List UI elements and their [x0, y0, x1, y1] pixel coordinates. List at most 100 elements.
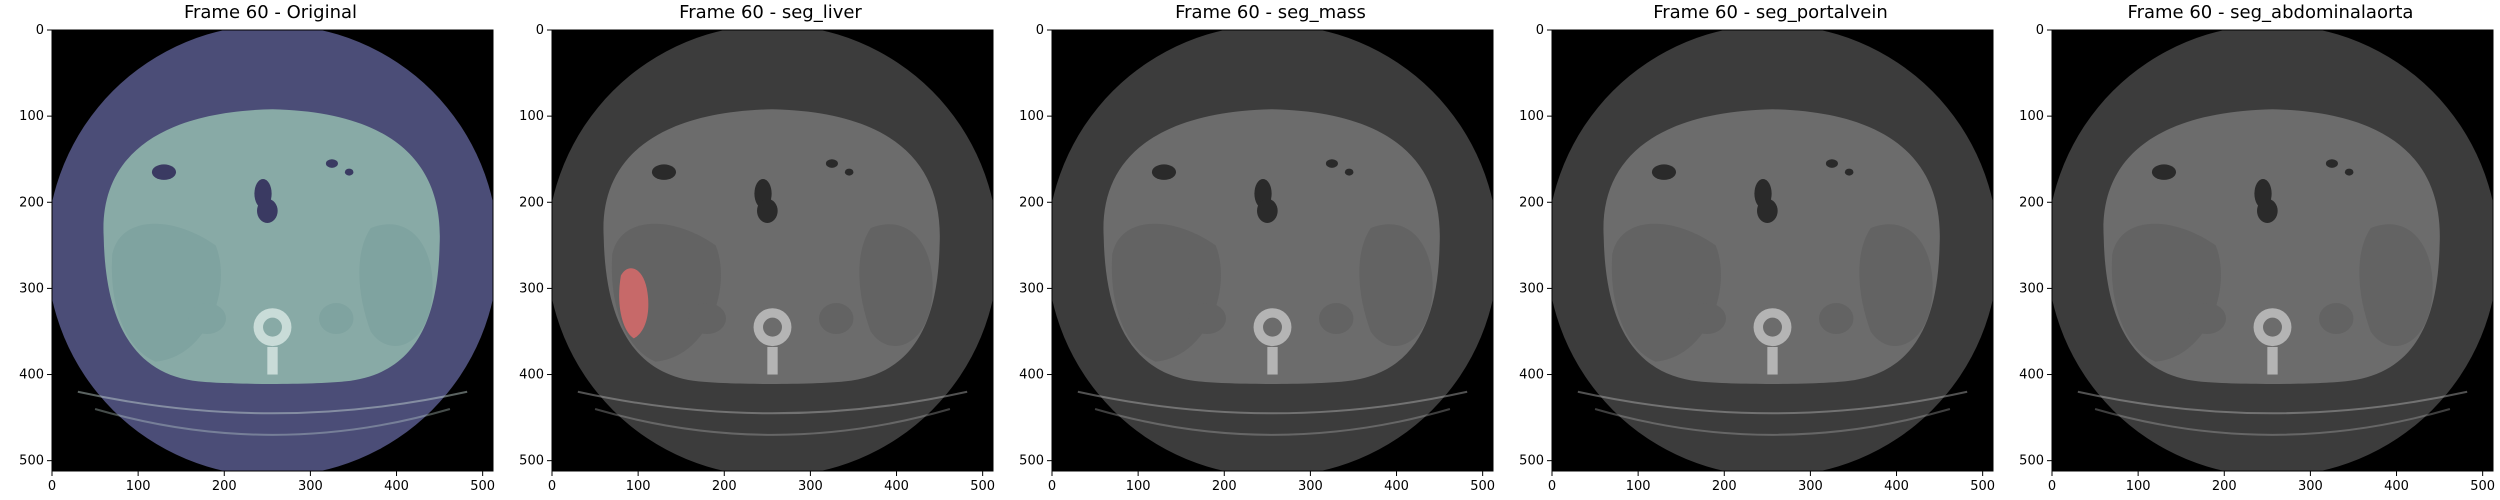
gas-pocket [151, 164, 177, 180]
kidney [188, 303, 226, 335]
y-tick-label: 300 [1519, 281, 1544, 296]
panel-title: Frame 60 - seg_liver [679, 2, 862, 23]
gas-pocket [1151, 164, 1177, 180]
kidney [819, 303, 854, 335]
y-tick-label: 400 [519, 368, 544, 383]
x-tick-label: 300 [1298, 479, 1323, 494]
gas-pocket [1344, 168, 1354, 176]
y-tick-label: 0 [536, 23, 544, 38]
y-tick-label: 100 [1019, 109, 1044, 124]
y-tick-label: 100 [19, 109, 44, 124]
gas-pocket [1844, 168, 1854, 176]
x-tick-label: 200 [1712, 479, 1737, 494]
x-tick-label: 500 [970, 479, 995, 494]
x-tick-label: 0 [1548, 479, 1556, 494]
x-tick-label: 0 [48, 479, 56, 494]
ct-slice-axes: 0 100 200 300 400 500 0 100 200 300 400 500 [19, 23, 495, 494]
x-tick-label: 300 [298, 479, 323, 494]
gas-pocket [1651, 164, 1677, 180]
y-tick-label: 200 [519, 195, 544, 210]
gas-pocket [2344, 168, 2354, 176]
panel-title: Frame 60 - seg_portalvein [1653, 2, 1888, 23]
gas-pocket [2325, 159, 2338, 168]
y-tick-label: 100 [519, 109, 544, 124]
spleen-region [1359, 224, 1433, 346]
gas-pocket [256, 198, 278, 223]
gas-pocket [651, 164, 677, 180]
vertebra-core [1763, 317, 1782, 337]
x-tick-label: 200 [212, 479, 237, 494]
spleen-region [859, 224, 933, 346]
kidney [2319, 303, 2354, 335]
spinous-process [2267, 346, 2278, 375]
panel-original: Frame 60 - Original 0 100 200 300 400 500 0 100… [0, 0, 500, 500]
axes-frame [1051, 29, 1494, 472]
panel-seg-portalvein: Frame 60 - seg_portalvein 0 100 200 300 400 5… [1500, 0, 2000, 500]
x-tick-label: 100 [626, 479, 651, 494]
ct-image [1552, 30, 1993, 471]
y-tick-label: 400 [19, 368, 44, 383]
table-arc [2077, 390, 2468, 415]
axes-frame [51, 29, 494, 472]
ct-image [552, 30, 993, 471]
kidney [688, 303, 726, 335]
y-tick-label: 300 [1019, 281, 1044, 296]
x-tick-label: 500 [470, 479, 495, 494]
gas-pocket [756, 198, 778, 223]
gas-pocket [325, 159, 338, 168]
spinous-process [767, 346, 778, 375]
y-tick-label: 500 [2019, 454, 2044, 469]
vertebra-core [763, 317, 782, 337]
x-tick-label: 500 [1970, 479, 1995, 494]
y-tick-label: 200 [1019, 195, 1044, 210]
y-tick-label: 300 [519, 281, 544, 296]
kidney [2188, 303, 2226, 335]
y-tick-label: 500 [1519, 454, 1544, 469]
ct-slice-axes: 0 100 200 300 400 500 0 100 200 300 400 500 [2019, 23, 2495, 494]
y-tick-label: 0 [36, 23, 44, 38]
gas-pocket [844, 168, 854, 176]
kidney [319, 303, 354, 335]
kidney [1188, 303, 1226, 335]
x-tick-label: 200 [2212, 479, 2237, 494]
y-tick-label: 0 [1536, 23, 1544, 38]
x-tick-label: 500 [2470, 479, 2495, 494]
panel-title: Frame 60 - Original [183, 2, 358, 23]
y-tick-label: 400 [1519, 368, 1544, 383]
vertebra-core [263, 317, 282, 337]
panel-title: Frame 60 - seg_abdominalaorta [2127, 2, 2414, 23]
table-arc [594, 408, 951, 436]
panel-seg-mass: Frame 60 - seg_mass 0 100 200 300 400 500 0 100… [1000, 0, 1500, 500]
x-tick-label: 300 [1798, 479, 1823, 494]
ct-image [52, 30, 493, 471]
x-tick-label: 100 [1126, 479, 1151, 494]
y-tick-label: 500 [1019, 454, 1044, 469]
vertebra-core [1263, 317, 1282, 337]
table-arc [1077, 390, 1468, 415]
y-tick-label: 200 [1519, 195, 1544, 210]
x-tick-label: 500 [1470, 479, 1495, 494]
y-tick-label: 300 [2019, 281, 2044, 296]
ct-image [2052, 30, 2493, 471]
x-tick-label: 400 [1884, 479, 1909, 494]
table-arc [2094, 408, 2451, 436]
y-tick-label: 100 [1519, 109, 1544, 124]
y-tick-label: 500 [519, 454, 544, 469]
x-tick-label: 400 [1384, 479, 1409, 494]
ct-image [1052, 30, 1493, 471]
panel-seg-abdominalaorta: Frame 60 - seg_abdominalaorta 0 100 200 300… [2000, 0, 2500, 500]
ct-slice-axes: 0 100 200 300 400 500 0 100 200 300 400 500 [1019, 23, 1495, 494]
x-tick-label: 0 [1048, 479, 1056, 494]
x-tick-label: 100 [1626, 479, 1651, 494]
spleen-region [2359, 224, 2433, 346]
liver-mask-overlay [619, 268, 649, 339]
ct-slice-axes: 0 100 200 300 400 500 0 100 200 300 400 500 [1519, 23, 1995, 494]
y-tick-label: 100 [2019, 109, 2044, 124]
spinous-process [267, 346, 278, 375]
gas-pocket [2256, 198, 2278, 223]
y-tick-label: 400 [2019, 368, 2044, 383]
table-arc [577, 390, 968, 415]
vertebra-core [2263, 317, 2282, 337]
y-tick-label: 200 [2019, 195, 2044, 210]
x-tick-label: 200 [1212, 479, 1237, 494]
